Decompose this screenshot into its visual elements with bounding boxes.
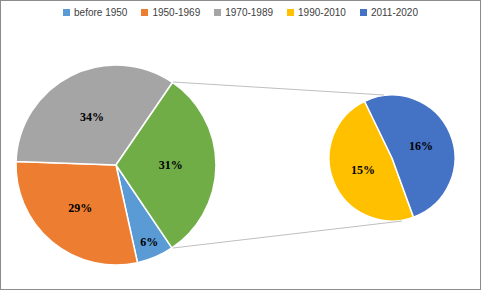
html-text:1990-2010: 1990-2010 [298, 6, 346, 18]
svg-text:31%: 31% [159, 158, 183, 172]
svg-text:34%: 34% [80, 110, 104, 124]
svg-text:15%: 15% [351, 163, 375, 177]
html-text:1950-1969: 1950-1969 [152, 6, 201, 18]
html-text:before 1950: before 1950 [74, 6, 128, 18]
svg-text:29%: 29% [68, 201, 92, 215]
svg-text:16%: 16% [409, 139, 433, 153]
html-text:1970-1989: 1970-1989 [225, 6, 274, 18]
html-text:2011-2020: 2011-2020 [370, 6, 418, 18]
svg-text:6%: 6% [140, 235, 158, 249]
